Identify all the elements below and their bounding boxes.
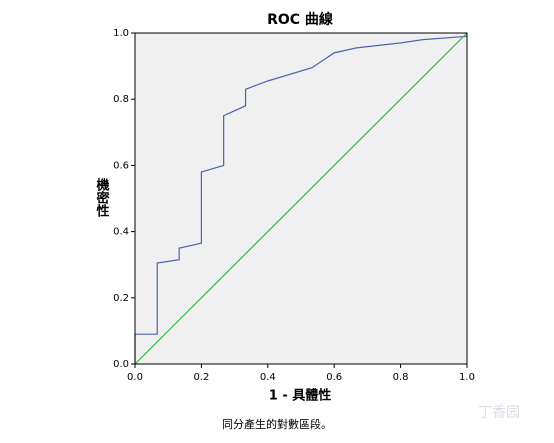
watermark: 丁香园 <box>478 405 520 421</box>
x-tick-label: 0.4 <box>260 372 276 383</box>
x-axis-label: 1 - 具體性 <box>269 388 332 404</box>
x-tick-label: 0.8 <box>393 372 409 383</box>
roc-line <box>134 35 468 364</box>
y-tick-label: 0.0 <box>113 359 129 370</box>
y-tick-label: 0.2 <box>113 293 129 304</box>
footnote: 同分產生的對數區段。 <box>222 417 332 431</box>
x-tick-label: 0.6 <box>326 372 342 383</box>
chart-title: ROC 曲線 <box>267 11 333 28</box>
y-tick-label: 1.0 <box>113 28 129 39</box>
x-tick-label: 0.2 <box>193 372 209 383</box>
y-tick-label: 0.4 <box>113 227 129 238</box>
y-tick-label: 0.6 <box>113 160 129 171</box>
x-tick-label: 1.0 <box>459 372 475 383</box>
y-axis-label: 機密性 <box>94 177 111 217</box>
x-tick-label: 0.0 <box>127 372 143 383</box>
plot-frame <box>134 32 468 365</box>
y-tick-label: 0.8 <box>113 94 129 105</box>
roc-line <box>134 32 468 365</box>
